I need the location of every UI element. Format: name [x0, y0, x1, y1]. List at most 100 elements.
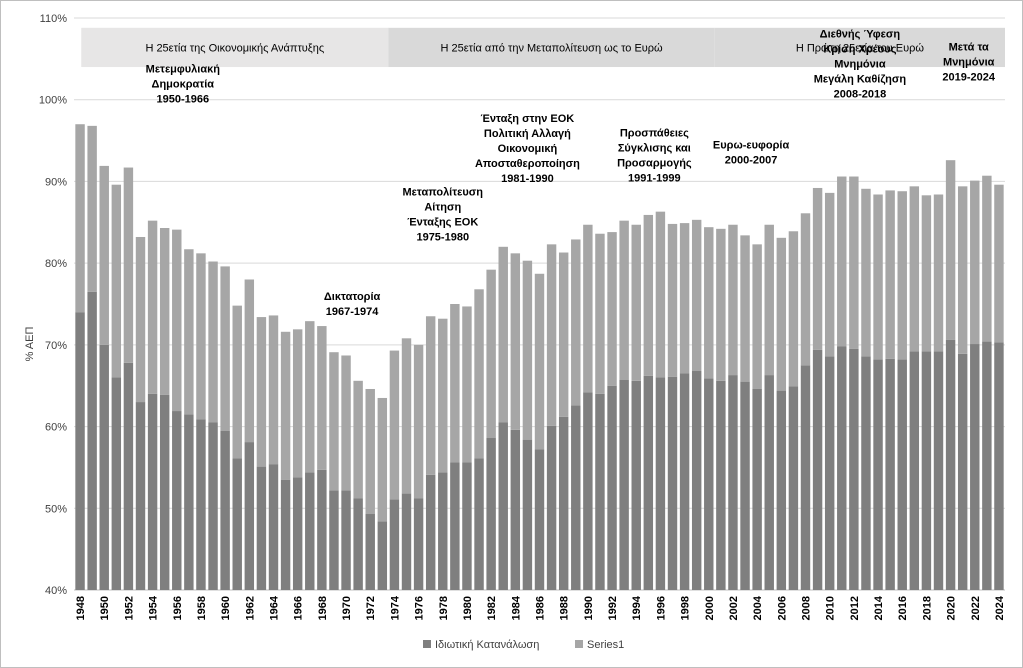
bar-series1	[873, 194, 883, 360]
bar-series1	[619, 220, 629, 380]
x-tick-label: 1958	[196, 596, 208, 620]
bar-consumption	[341, 490, 351, 590]
bar-series1	[438, 318, 448, 473]
x-tick-label: 1998	[680, 596, 692, 620]
bar-consumption	[643, 375, 654, 590]
legend-label-series1: Series1	[587, 639, 624, 651]
bar-series1	[982, 175, 992, 342]
annotations: Μετεμφυλιακή Δημοκρατία 1950-1966 Μεταπολίτ…	[146, 29, 996, 318]
annotation-line: Μνημόνια	[943, 57, 995, 69]
x-tick-label: 1974	[389, 595, 401, 620]
bar-consumption	[135, 402, 146, 590]
bar-series1	[159, 228, 170, 395]
bar-series1	[353, 380, 363, 499]
bar-consumption	[184, 414, 194, 590]
era-band-label: Η Πρώτη 25ετία του Ευρώ	[796, 42, 924, 54]
bar-consumption	[982, 341, 992, 590]
bar-consumption	[873, 359, 883, 590]
x-tick-label: 2022	[970, 596, 982, 620]
bar-series1	[401, 338, 412, 494]
annotation-line: Ένταξης ΕΟΚ	[407, 216, 478, 228]
bar-series1	[135, 236, 146, 403]
annotation-line: Μετεμφυλιακή	[146, 64, 221, 76]
x-tick-label: 1990	[583, 596, 595, 620]
bar-series1	[329, 352, 339, 491]
bar-consumption	[75, 312, 85, 590]
bar-consumption	[885, 358, 895, 590]
bar-consumption	[111, 377, 122, 590]
annotation-line: Οικονομική	[498, 143, 558, 155]
bar-consumption	[389, 499, 400, 590]
bar-consumption	[450, 462, 460, 590]
annotation-line: Σύγκλισης και	[618, 142, 691, 154]
x-tick-label: 1988	[559, 596, 571, 620]
bar-series1	[123, 167, 134, 363]
x-tick-label: 1978	[438, 596, 450, 620]
x-tick-label: 1964	[269, 595, 281, 620]
x-tick-label: 1956	[172, 596, 184, 620]
bar-consumption	[994, 342, 1004, 590]
y-tick-label: 50%	[45, 503, 67, 515]
bar-consumption	[365, 514, 375, 590]
annotation-line: 2000-2007	[725, 155, 778, 167]
bar-series1	[607, 232, 617, 386]
bar-series1	[837, 176, 847, 347]
bar-series1	[75, 124, 85, 313]
bar-consumption	[752, 388, 762, 590]
era-band	[388, 27, 715, 68]
bar-series1	[280, 331, 291, 480]
bar-consumption	[99, 344, 109, 590]
x-tick-label: 2024	[994, 595, 1006, 620]
bar-consumption	[740, 381, 750, 590]
bar-series1	[522, 260, 533, 440]
era-band-label: Η 25ετία της Οικονομικής Ανάπτυξης	[145, 42, 324, 54]
y-tick-label: 70%	[45, 340, 67, 352]
bar-series1	[196, 253, 206, 420]
annotation-line: Προσαρμογής	[617, 157, 692, 169]
bar-series1	[341, 355, 351, 491]
x-tick-label: 1984	[510, 595, 522, 620]
annotation-line: Μνημόνια	[834, 59, 886, 71]
x-tick-label: 2016	[897, 596, 909, 620]
bar-consumption	[305, 472, 315, 590]
period-annotation: Μεταπολίτευση Αίτηση Ένταξης ΕΟΚ 1975-1980	[402, 186, 483, 243]
bar-consumption	[317, 469, 327, 590]
era-band	[81, 27, 389, 68]
bar-series1	[292, 329, 303, 478]
bar-series1	[740, 235, 750, 382]
x-tick-label: 1960	[220, 596, 232, 620]
annotation-line: Ευρω-ευφορία	[713, 140, 790, 152]
bar-consumption	[849, 348, 859, 590]
annotation-line: Μεταπολίτευση	[402, 186, 483, 198]
bar-series1	[546, 244, 557, 426]
annotation-line: Διεθνής Ύφεση	[820, 29, 901, 41]
era-band-label: Η 25ετία από την Μεταπολίτευση ως το Ευρ…	[441, 42, 664, 54]
bar-consumption	[607, 385, 617, 590]
bar-series1	[728, 224, 738, 376]
bar-series1	[111, 184, 122, 378]
bar-consumption	[679, 373, 690, 590]
bar-series1	[812, 187, 823, 350]
x-axis: 1948 1950 1952 1954 1956 1958 1960 1962 1964 1966…	[75, 595, 1006, 620]
y-tick-label: 60%	[45, 422, 67, 434]
bar-series1	[800, 213, 811, 366]
bar-consumption	[631, 380, 641, 590]
x-tick-label: 2020	[946, 596, 958, 620]
annotation-line: Πολιτική Αλλαγή	[484, 128, 571, 140]
bar-consumption	[728, 375, 738, 590]
bar-series1	[256, 317, 267, 467]
annotation-line: Δημοκρατία	[152, 79, 215, 91]
bar-consumption	[655, 377, 666, 590]
bar-series1	[643, 214, 654, 376]
bar-series1	[704, 227, 714, 379]
bar-series1	[510, 253, 521, 430]
annotation-line: 2008-2018	[834, 89, 887, 101]
bar-consumption	[244, 442, 255, 590]
annotation-line: Μετά τα	[949, 42, 989, 54]
annotation-line: Δικτατορία	[324, 291, 381, 303]
x-tick-label: 1962	[244, 596, 256, 620]
bar-series1	[776, 237, 787, 391]
bar-series1	[957, 186, 968, 354]
bar-series1	[583, 224, 593, 393]
